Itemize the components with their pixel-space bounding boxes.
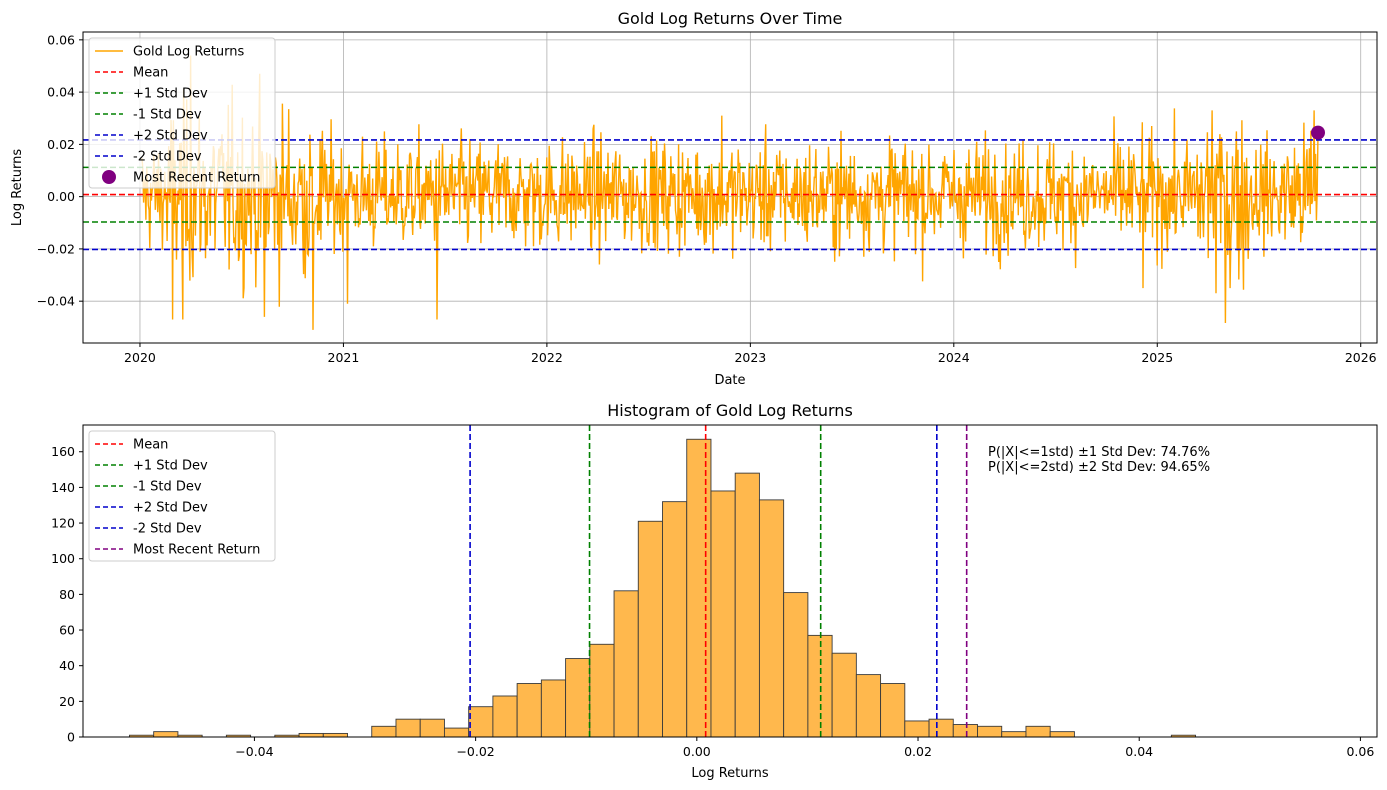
x-tick-label-3: 2023 — [734, 350, 766, 365]
x-tick-label-5: 2025 — [1141, 350, 1173, 365]
histogram-bar-7 — [298, 732, 324, 738]
x-axis-label: Log Returns — [691, 766, 768, 781]
histogram-bar-25 — [734, 472, 760, 738]
histogram-bar-27 — [783, 592, 809, 738]
histogram-bar-16 — [516, 683, 542, 738]
y-tick-label-3: 0.02 — [47, 137, 75, 152]
x-tick-label-6: 2026 — [1345, 350, 1377, 365]
most-recent-point — [1310, 125, 1325, 140]
histogram-chart: −0.04 −0.02 0.00 0.02 0.04 0.06 0 20 40 60 80 100 12… — [51, 401, 1378, 781]
legend-marker-6 — [102, 170, 116, 184]
histogram-bar-35 — [977, 725, 1003, 738]
histogram-bar-32 — [904, 720, 930, 738]
histogram-bar-23 — [686, 438, 712, 738]
chart-title: Gold Log Returns Over Time — [618, 9, 843, 28]
histogram-bar-13 — [443, 727, 470, 738]
histogram-bar-15 — [492, 695, 518, 738]
histogram-bar-20 — [613, 590, 639, 738]
y-tick-label-7: 140 — [51, 480, 75, 495]
x-tick-label-1: 2021 — [328, 350, 360, 365]
histogram-bar-12 — [419, 718, 445, 738]
y-tick-label-8: 160 — [51, 444, 75, 459]
histogram-bar-14 — [468, 706, 494, 738]
histogram-bar-26 — [758, 499, 785, 738]
histogram-bar-38 — [1049, 731, 1075, 738]
y-tick-label-1: 20 — [59, 694, 75, 709]
legend-label-5: -2 Std Dev — [133, 150, 202, 165]
histogram-bar-10 — [371, 725, 397, 738]
legend-label-0: Mean — [133, 438, 168, 453]
y-tick-label-5: 100 — [51, 551, 75, 566]
legend-label-3: -1 Std Dev — [133, 108, 202, 123]
y-tick-label-5: 0.06 — [47, 32, 75, 47]
probability-annotation-1: P(|X|<=2std) ±2 Std Dev: 94.65% — [988, 460, 1210, 475]
histogram-bar-31 — [880, 683, 906, 738]
histogram-bar-22 — [662, 501, 688, 738]
legend-label-4: +2 Std Dev — [133, 129, 208, 144]
histogram-bar-34 — [952, 724, 978, 738]
gold-returns-line — [141, 55, 1319, 330]
y-tick-label-2: 40 — [59, 658, 75, 673]
x-tick-label-4: 2024 — [938, 350, 970, 365]
histogram-bar-36 — [1001, 731, 1027, 738]
probability-annotation-0: P(|X|<=1std) ±1 Std Dev: 74.76% — [988, 445, 1210, 460]
histogram-bar-29 — [831, 652, 857, 738]
legend-label-1: Mean — [133, 66, 168, 81]
histogram-bar-19 — [589, 643, 615, 738]
y-tick-label-4: 0.04 — [47, 85, 75, 100]
histogram-bar-17 — [540, 679, 567, 738]
y-tick-label-6: 120 — [51, 516, 75, 531]
x-tick-label-5: 0.06 — [1346, 744, 1374, 759]
histogram-bar-37 — [1025, 725, 1051, 738]
legend-label-5: Most Recent Return — [133, 543, 260, 558]
histogram-bar-18 — [565, 658, 591, 738]
x-axis-label: Date — [714, 373, 745, 388]
x-tick-label-0: 2020 — [124, 350, 156, 365]
histogram-bar-8 — [322, 732, 348, 738]
histogram-bar-1 — [153, 731, 179, 738]
x-tick-label-4: 0.04 — [1125, 744, 1153, 759]
legend-box — [88, 37, 276, 189]
x-tick-label-2: 0.00 — [683, 744, 711, 759]
chart-title: Histogram of Gold Log Returns — [607, 401, 853, 420]
histogram-bar-30 — [855, 674, 882, 738]
legend-label-2: +1 Std Dev — [133, 87, 208, 102]
y-tick-label-0: −0.04 — [37, 294, 75, 309]
y-tick-label-0: 0 — [67, 730, 75, 745]
histogram-bar-24 — [710, 490, 736, 738]
legend-label-2: -1 Std Dev — [133, 480, 202, 495]
histogram-bar-33 — [928, 718, 954, 738]
y-axis-label: Log Returns — [10, 149, 25, 226]
legend-label-1: +1 Std Dev — [133, 459, 208, 474]
plot-frame — [82, 424, 1378, 738]
histogram-bar-21 — [637, 520, 663, 738]
legend-label-6: Most Recent Return — [133, 171, 260, 186]
y-tick-label-3: 60 — [59, 623, 75, 638]
x-tick-label-0: −0.04 — [235, 744, 273, 759]
legend-box — [88, 430, 276, 562]
legend-label-0: Gold Log Returns — [133, 45, 245, 60]
histogram-bar-11 — [395, 718, 421, 738]
x-tick-label-3: 0.02 — [904, 744, 932, 759]
y-tick-label-2: 0.00 — [47, 189, 75, 204]
y-tick-label-1: −0.02 — [37, 241, 75, 256]
legend-label-4: -2 Std Dev — [133, 522, 202, 537]
x-tick-label-2: 2022 — [531, 350, 563, 365]
x-tick-label-1: −0.02 — [456, 744, 494, 759]
legend-label-3: +2 Std Dev — [133, 501, 208, 516]
y-tick-label-4: 80 — [59, 587, 75, 602]
time-series-chart: 2020 2021 2022 2023 2024 2025 2026 −0.04 −0.02 0.… — [10, 9, 1378, 388]
plot-frame — [82, 31, 1378, 344]
